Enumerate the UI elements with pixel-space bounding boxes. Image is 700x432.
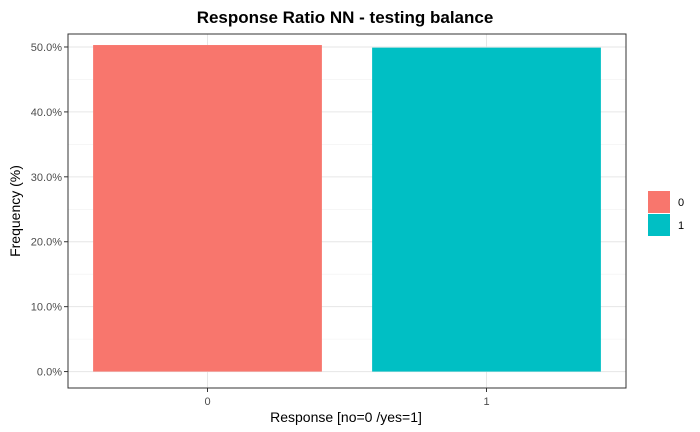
y-tick-label: 50.0% [31, 42, 62, 54]
bar-0 [93, 45, 322, 372]
legend-label: 0 [678, 197, 684, 209]
y-tick-label: 20.0% [31, 237, 62, 249]
chart-title: Response Ratio NN - testing balance [197, 8, 494, 27]
x-tick-label: 1 [483, 396, 489, 408]
y-axis-title: Frequency (%) [7, 165, 23, 257]
axis-ticks: 0.0% 10.0% 20.0% 30.0% 40.0% 50.0% 0 1 [31, 42, 490, 408]
x-axis-title: Response [no=0 /yes=1] [270, 409, 422, 425]
plot-panel [67, 33, 627, 389]
panel-border [67, 33, 627, 389]
y-tick-label: 40.0% [31, 107, 62, 119]
legend-key-0 [648, 191, 670, 213]
x-tick-label: 0 [204, 396, 210, 408]
y-tick-label: 10.0% [31, 302, 62, 314]
y-tick-label: 0.0% [37, 367, 62, 379]
y-tick-label: 30.0% [31, 172, 62, 184]
bar-1 [372, 47, 601, 372]
legend: 01 [648, 191, 684, 236]
legend-key-1 [648, 214, 670, 236]
legend-label: 1 [678, 220, 684, 232]
